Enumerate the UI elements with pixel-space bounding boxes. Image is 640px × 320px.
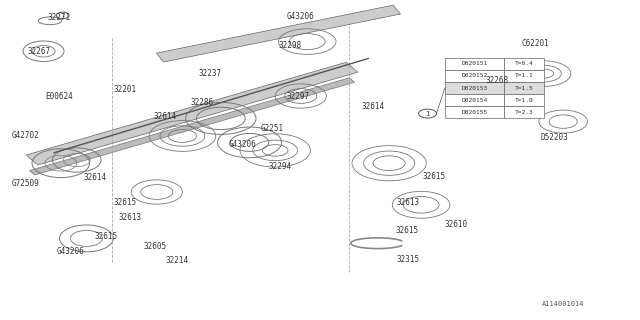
Polygon shape <box>26 62 358 165</box>
Text: D020152: D020152 <box>461 73 488 78</box>
Text: G43206: G43206 <box>56 247 84 256</box>
FancyBboxPatch shape <box>445 82 504 94</box>
Text: D020153: D020153 <box>461 85 488 91</box>
Text: 32286: 32286 <box>191 98 214 107</box>
FancyBboxPatch shape <box>445 106 504 118</box>
Text: T=2.3: T=2.3 <box>515 110 534 115</box>
FancyBboxPatch shape <box>504 58 544 70</box>
Text: 32201: 32201 <box>114 85 137 94</box>
Text: T=0.4: T=0.4 <box>515 61 534 66</box>
Text: G2251: G2251 <box>261 124 284 132</box>
Polygon shape <box>29 78 355 175</box>
Text: A114001014: A114001014 <box>542 301 584 307</box>
Text: 32315: 32315 <box>397 255 420 264</box>
FancyBboxPatch shape <box>445 58 504 70</box>
Text: 32297: 32297 <box>287 92 310 100</box>
Text: 32613: 32613 <box>118 213 141 222</box>
Text: D020155: D020155 <box>461 110 488 115</box>
Text: E00624: E00624 <box>45 92 72 100</box>
Text: 32605: 32605 <box>144 242 167 251</box>
Text: 32614: 32614 <box>362 102 385 111</box>
Text: D020154: D020154 <box>461 98 488 103</box>
Polygon shape <box>156 5 401 62</box>
FancyBboxPatch shape <box>504 94 544 106</box>
Text: G72509: G72509 <box>12 179 39 188</box>
Text: T=1.1: T=1.1 <box>515 73 534 78</box>
Text: T=1.9: T=1.9 <box>515 98 534 103</box>
Text: 1: 1 <box>61 13 64 18</box>
FancyBboxPatch shape <box>445 94 504 106</box>
Text: 32237: 32237 <box>198 69 221 78</box>
Text: 32615: 32615 <box>422 172 445 180</box>
Text: 32614: 32614 <box>154 112 177 121</box>
Text: 32615: 32615 <box>396 226 419 235</box>
Text: 32615: 32615 <box>95 232 118 241</box>
FancyBboxPatch shape <box>504 70 544 82</box>
Text: 1: 1 <box>425 111 430 116</box>
Text: C62201: C62201 <box>522 39 549 48</box>
Text: D020151: D020151 <box>461 61 488 66</box>
Text: 32271: 32271 <box>48 13 71 22</box>
Text: 32615: 32615 <box>114 198 137 207</box>
Text: T=1.5: T=1.5 <box>515 85 534 91</box>
FancyBboxPatch shape <box>504 82 544 94</box>
FancyBboxPatch shape <box>445 70 504 82</box>
Text: 32610: 32610 <box>445 220 468 229</box>
Text: 32613: 32613 <box>397 198 420 207</box>
Text: 32614: 32614 <box>83 173 106 182</box>
Text: G43206: G43206 <box>229 140 257 149</box>
Text: 32267: 32267 <box>28 47 51 56</box>
Text: G42702: G42702 <box>12 131 39 140</box>
Text: 32268: 32268 <box>485 76 508 84</box>
Text: G43206: G43206 <box>287 12 314 21</box>
Text: D52203: D52203 <box>541 133 568 142</box>
Text: 32294: 32294 <box>269 162 292 171</box>
Text: 32214: 32214 <box>165 256 188 265</box>
Text: 32298: 32298 <box>278 41 301 50</box>
FancyBboxPatch shape <box>504 106 544 118</box>
